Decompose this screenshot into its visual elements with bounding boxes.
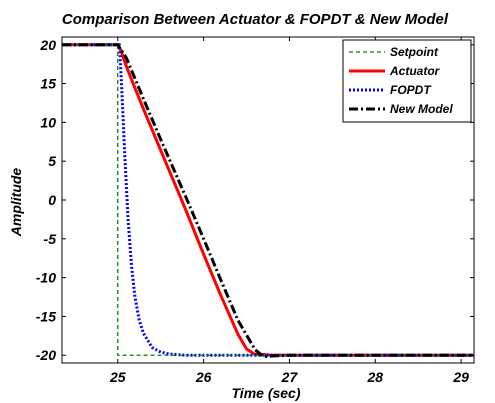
x-tick-label: 25 (109, 369, 126, 385)
y-tick-label: -5 (44, 231, 57, 247)
chart-title: Comparison Between Actuator & FOPDT & Ne… (62, 11, 449, 28)
y-tick-label: 0 (48, 192, 56, 208)
legend-box (342, 39, 472, 123)
series-line-setpoint (62, 44, 474, 356)
y-axis-label: Amplitude (8, 168, 24, 238)
legend-label: FOPDT (390, 83, 432, 97)
legend-label: Actuator (389, 64, 441, 78)
y-tick-label: 15 (40, 76, 56, 92)
x-axis-label: Time (sec) (232, 385, 301, 401)
y-tick-label: 5 (48, 153, 56, 169)
series-layer (62, 43, 474, 359)
legend: Setpoint Actuator FOPDT New Model (342, 39, 472, 123)
x-tick-label: 26 (195, 369, 212, 385)
y-tick-label: -15 (36, 308, 56, 324)
y-tick-label: -20 (36, 347, 56, 363)
y-tick-label: 10 (40, 114, 56, 130)
series-line-fopdt (62, 43, 474, 357)
legend-label: New Model (390, 102, 453, 116)
x-tick-label: 27 (281, 369, 299, 385)
y-tick-label: 20 (39, 37, 56, 53)
legend-label: Setpoint (390, 45, 439, 59)
x-tick-label: 28 (367, 369, 384, 385)
y-tick-label: -10 (36, 270, 56, 286)
ticks-layer: 25 26 27 28 29 20 15 10 5 0 -5 -10 -15 -20 (36, 37, 474, 385)
series-line-new-model (62, 43, 474, 359)
x-tick-label: 29 (452, 369, 469, 385)
